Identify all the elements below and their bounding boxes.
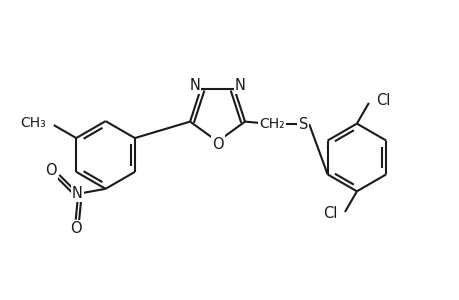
Text: Cl: Cl [323, 206, 337, 221]
Text: Cl: Cl [375, 93, 389, 108]
Text: O: O [70, 221, 81, 236]
Text: O: O [211, 136, 223, 152]
Text: O: O [45, 164, 57, 178]
Text: N: N [72, 186, 83, 201]
Text: N: N [235, 78, 246, 93]
Text: N: N [189, 78, 200, 93]
Text: CH₃: CH₃ [20, 116, 46, 130]
Text: S: S [298, 117, 307, 132]
Text: CH₂: CH₂ [259, 117, 285, 131]
